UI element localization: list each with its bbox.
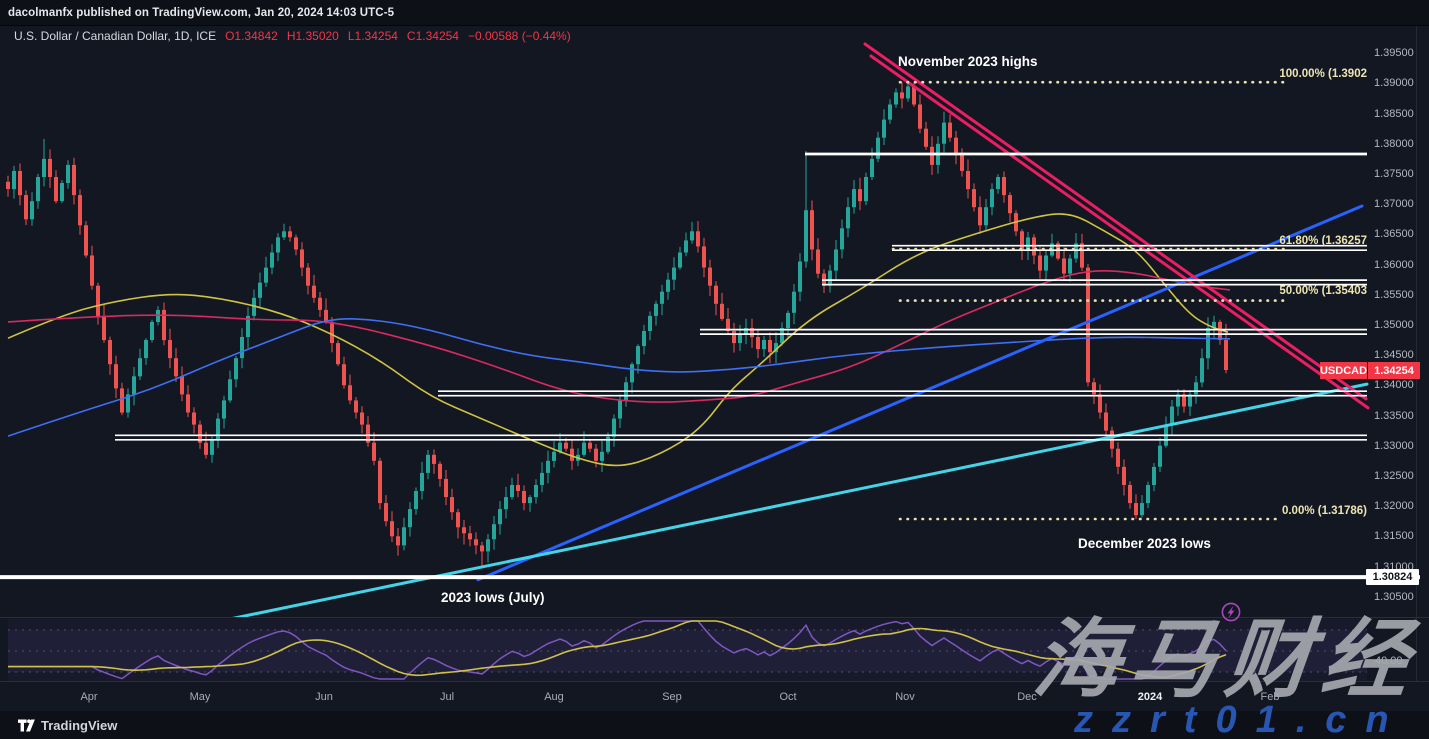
footer-bar: TradingView (0, 711, 1429, 739)
price-tick: 1.32000 (1374, 500, 1414, 512)
ohlc-open: O1.34842 (225, 29, 278, 43)
time-tick: 2024 (1137, 691, 1163, 703)
price-tick: 1.35000 (1374, 319, 1414, 331)
rsi-scale-tick: 40.00 (1375, 655, 1403, 667)
ohlc-high: H1.35020 (286, 29, 339, 43)
last-price-symbol: USDCAD (1320, 362, 1367, 379)
ohlc-close: C1.34254 (406, 29, 459, 43)
price-tick: 1.36500 (1374, 228, 1414, 240)
time-tick: Jul (439, 691, 455, 703)
price-tick: 1.34500 (1374, 349, 1414, 361)
time-tick: Dec (1017, 691, 1037, 703)
time-tick: Jun (315, 691, 333, 703)
price-tick: 1.33000 (1374, 440, 1414, 452)
publish-bar: dacolmanfx published on TradingView.com,… (0, 0, 1429, 26)
time-tick: Feb (1260, 691, 1280, 703)
symbol-title: U.S. Dollar / Canadian Dollar, 1D, ICE (14, 29, 217, 43)
price-tick: 1.34000 (1374, 379, 1414, 391)
symbol-legend[interactable]: U.S. Dollar / Canadian Dollar, 1D, ICE O… (14, 29, 571, 43)
price-tick: 1.38000 (1374, 138, 1414, 150)
price-tick: 1.37000 (1374, 198, 1414, 210)
time-tick: Apr (80, 691, 98, 703)
tradingview-logo-text: TradingView (41, 717, 118, 733)
fib-level-label: 50.00% (1.35403 (1279, 285, 1367, 297)
price-tick: 1.36000 (1374, 259, 1414, 271)
price-tick: 1.32500 (1374, 470, 1414, 482)
publish-text: dacolmanfx published on TradingView.com,… (8, 6, 395, 19)
price-tick: 1.33500 (1374, 410, 1414, 422)
time-tick: Nov (895, 691, 915, 703)
fib-level-label: 0.00% (1.31786) (1281, 505, 1367, 517)
price-tick: 1.37500 (1374, 168, 1414, 180)
fib-level-label: 61.80% (1.36257 (1279, 235, 1367, 247)
tradingview-logo-icon (18, 718, 35, 731)
price-tick: 1.39000 (1374, 77, 1414, 89)
chart-annotation: November 2023 highs (898, 54, 1038, 69)
watermark-url: zzrt01.cn (1074, 699, 1408, 739)
tradingview-logo-link[interactable]: TradingView (18, 718, 117, 733)
chart-annotation: 2023 lows (July) (441, 590, 545, 605)
time-tick: Aug (544, 691, 564, 703)
price-tick: 1.30500 (1374, 591, 1414, 603)
price-tick: 1.39500 (1374, 47, 1414, 59)
price-tick: 1.38500 (1374, 108, 1414, 120)
chart-annotation: December 2023 lows (1078, 536, 1211, 551)
last-price-value: 1.34254 (1368, 362, 1420, 379)
price-tick: 1.35500 (1374, 289, 1414, 301)
time-tick: May (189, 691, 211, 703)
watermark-cn: 海马财经 (1028, 612, 1424, 708)
time-tick: Sep (662, 691, 682, 703)
boost-button[interactable] (1220, 601, 1242, 623)
level-price-badge: 1.30824 (1366, 569, 1419, 585)
time-tick: Oct (779, 691, 797, 703)
fib-level-label: 100.00% (1.3902 (1279, 68, 1367, 80)
lightning-icon (1221, 602, 1241, 622)
price-tick: 1.31500 (1374, 530, 1414, 542)
last-price-badge: USDCAD 1.34254 (1320, 362, 1420, 379)
ohlc-low: L1.34254 (347, 29, 398, 43)
ohlc-change: −0.00588 (−0.44%) (467, 29, 571, 43)
